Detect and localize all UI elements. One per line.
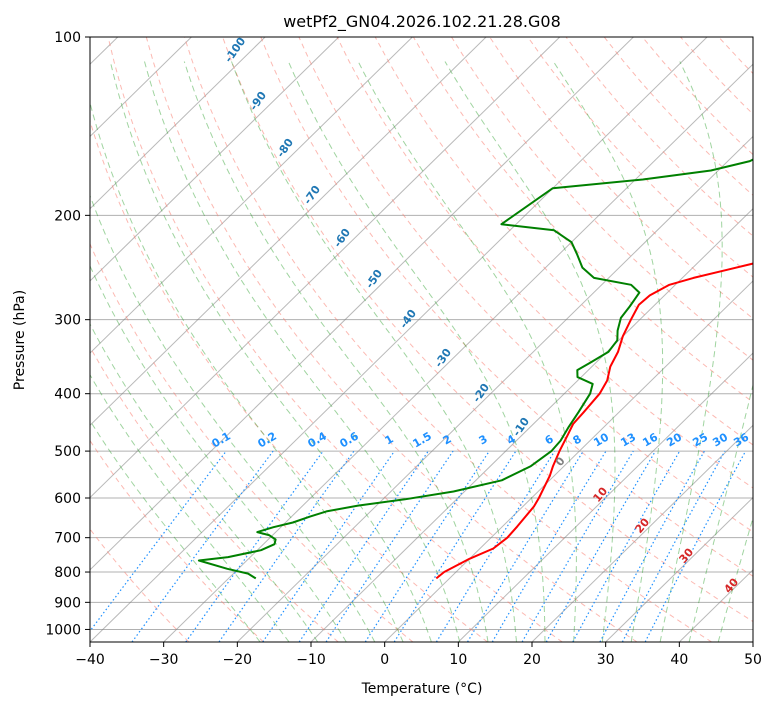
- x-tick-label: 50: [744, 652, 762, 668]
- dry-adiabat-line: [90, 345, 339, 642]
- moist-adiabat-line: [659, 61, 723, 642]
- y-tick-label: 800: [54, 565, 81, 581]
- y-tick-label: 300: [54, 313, 81, 329]
- x-tick-label: −30: [149, 652, 179, 668]
- plot-frame: [89, 36, 754, 643]
- y-tick-label: 1000: [45, 622, 81, 638]
- isotherm-line: [605, 496, 753, 642]
- data-lines: [197, 158, 753, 580]
- y-tick-label: 700: [54, 531, 81, 547]
- isotherm-line: [90, 37, 634, 571]
- dewpoint-profile-line: [197, 158, 753, 580]
- moist-adiabat-line: [717, 516, 753, 642]
- moist-adiabat-line: [90, 264, 347, 642]
- x-axis-ticks: −40 −30 −20 −10 0 10 20 30 40 50: [75, 642, 762, 668]
- isotherm-line: [90, 37, 413, 354]
- mixing-ratio-line: [325, 450, 454, 642]
- y-axis-label: Pressure (hPa): [12, 290, 28, 390]
- x-tick-label: −10: [296, 652, 326, 668]
- mixing-ratio-line: [599, 450, 705, 642]
- mixing-ratio-line: [185, 450, 324, 642]
- isotherm-line: [163, 63, 753, 642]
- dry-adiabat-line: [90, 119, 488, 642]
- x-tick-label: 30: [597, 652, 615, 668]
- mixing-ratio-line: [621, 450, 726, 642]
- isotherm-line: [90, 37, 487, 427]
- isotherm-line: [90, 37, 708, 642]
- isotherm-line: [310, 207, 753, 642]
- dry-adiabat-line: [145, 37, 638, 642]
- moist-adiabat-line: [183, 61, 489, 642]
- isotherm-line: [90, 37, 561, 499]
- isotherm-line: [90, 37, 266, 210]
- moist-adiabat-line: [144, 61, 461, 642]
- dry-adiabat-line: [336, 37, 753, 489]
- y-tick-label: 600: [54, 491, 81, 507]
- isotherm-line: [457, 352, 753, 642]
- mixing-ratio-line: [298, 450, 429, 642]
- x-tick-label: 0: [380, 652, 389, 668]
- moist-adiabat-line: [90, 323, 319, 642]
- mixing-ratio-line: [435, 450, 556, 642]
- moist-adiabat-line: [231, 61, 517, 642]
- dry-adiabat-line: [374, 37, 753, 446]
- chart-title: wetPf2_GN04.2026.102.21.28.G08: [283, 12, 561, 32]
- x-tick-label: −40: [75, 652, 105, 668]
- temperature-profile-line: [435, 262, 753, 580]
- mixing-ratio-line: [262, 450, 395, 642]
- isotherm-line: [236, 135, 753, 642]
- dry-adiabat-line: [90, 242, 414, 642]
- moist-adiabat-line: [90, 100, 404, 642]
- y-tick-label: 900: [54, 595, 81, 611]
- dry-adiabat-line: [489, 37, 753, 320]
- mixing-ratio-line: [90, 450, 227, 633]
- mixing-ratio-line: [466, 450, 584, 642]
- mixing-ratio-line: [131, 450, 274, 642]
- mixing-ratio-line: [572, 450, 681, 642]
- y-axis-ticks: 100 200 300 400 500 600 700 800 900 1000: [45, 30, 90, 638]
- dry-adiabat-line: [107, 37, 563, 642]
- dry-adiabat-line: [90, 439, 264, 642]
- dry-adiabat-line: [222, 37, 753, 623]
- plot-area: [90, 37, 753, 642]
- x-axis-label: Temperature (°C): [361, 681, 483, 697]
- x-tick-label: 10: [449, 652, 467, 668]
- dry-adiabat-line: [260, 37, 753, 577]
- moist-adiabat-line: [90, 373, 290, 642]
- moist-adiabat-line: [287, 61, 546, 642]
- moist-adiabat-line: [688, 382, 753, 642]
- dry-adiabat-line: [90, 528, 190, 642]
- x-tick-label: 20: [523, 652, 541, 668]
- background-grid: [90, 37, 753, 642]
- y-tick-label: 200: [54, 208, 81, 224]
- dry-adiabat-line: [183, 37, 712, 642]
- moist-adiabat-line: [90, 419, 261, 642]
- moist-adiabat-line: [552, 61, 664, 642]
- y-tick-label: 400: [54, 387, 81, 403]
- isotherm-line: [384, 280, 753, 642]
- dry-adiabat-line: [298, 37, 753, 533]
- mixing-ratio-line: [364, 450, 490, 642]
- y-tick-label: 500: [54, 444, 81, 460]
- moist-adiabat-line: [444, 61, 616, 642]
- moist-adiabat-line: [357, 61, 577, 642]
- mixing-ratio-line: [218, 450, 355, 642]
- x-tick-label: 40: [670, 652, 688, 668]
- isotherm-line: [90, 37, 340, 282]
- isotherm-line: [531, 424, 753, 642]
- mixing-ratio-line: [393, 450, 517, 642]
- moist-adiabat-line: [109, 61, 432, 642]
- y-tick-label: 100: [54, 30, 81, 46]
- x-tick-label: −20: [223, 652, 253, 668]
